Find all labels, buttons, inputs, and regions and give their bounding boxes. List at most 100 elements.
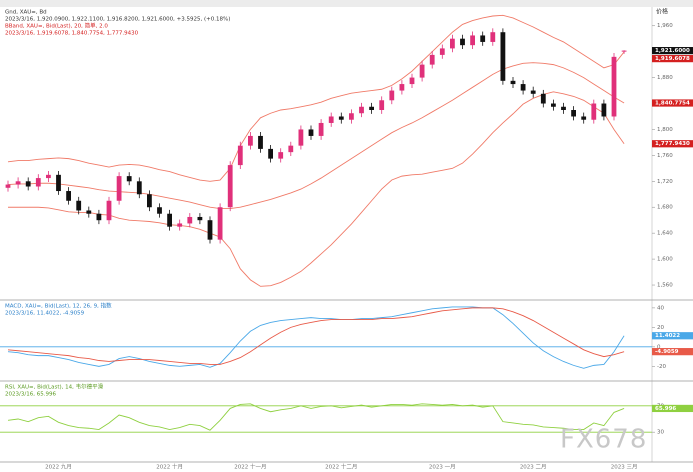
annotation: 2023/3/16, 1,919.6078, 1,840.7754, 1,777… (5, 31, 139, 37)
candle-body (591, 103, 597, 120)
candle-body (369, 106, 374, 110)
watermark: FX678 (560, 425, 647, 455)
x-tick-label: 2023 二月 (520, 464, 547, 471)
y-tick-label: 0 (657, 344, 661, 350)
candle-body (217, 207, 223, 240)
rsi-subtitle: 2023/3/16, 65.996 (5, 392, 56, 398)
candle-body (621, 50, 627, 52)
candle-body (268, 148, 273, 159)
candle-body (147, 194, 152, 208)
price-tag (652, 404, 693, 413)
candle-body (278, 152, 284, 159)
candle-body (581, 116, 587, 120)
candle-body (439, 48, 445, 55)
candle-body (389, 90, 395, 101)
price-tag-label: 1,840.7754 (655, 101, 690, 107)
price-tag (652, 55, 693, 63)
candle-body (35, 178, 41, 187)
price-tag-label: 1,921.6000 (655, 48, 690, 54)
price-tag (652, 332, 693, 340)
candle-body (86, 210, 92, 214)
candle-body (520, 84, 526, 91)
y-tick-label: 1,960 (657, 23, 673, 29)
candle-body (207, 220, 213, 240)
candle-body (318, 122, 324, 136)
candle-body (561, 106, 566, 110)
y-tick-label: 1,800 (657, 127, 673, 133)
rsi-title: RSI, XAU=, Bid(Last), 14, 韦尔德平滑 (5, 383, 104, 391)
x-tick-label: 2022 十一月 (234, 463, 266, 471)
candle-body (611, 56, 617, 117)
candle-body (136, 181, 142, 195)
candle-body (167, 213, 172, 227)
y-tick-label: 30 (657, 430, 664, 436)
y-tick-label: 20 (657, 325, 664, 331)
y-tick-label: 1,640 (657, 231, 673, 237)
macd-title: MACD, XAU=, Bid(Last), 12, 26, 9, 指数 (5, 302, 112, 310)
candle-body (177, 223, 183, 227)
candle-body (157, 207, 162, 214)
candle-body (116, 176, 122, 201)
price-tag (652, 140, 693, 148)
candle-body (106, 200, 112, 221)
candle-body (540, 93, 546, 104)
x-tick-label: 2022 九月 (45, 463, 72, 471)
x-tick-label: 2023 一月 (429, 464, 456, 471)
price-tag-label: -4.9059 (655, 349, 679, 355)
price-tag-label: 11.4022 (655, 333, 680, 339)
series-line (7, 307, 625, 365)
price-tag-label: 1,919.6078 (655, 56, 690, 62)
y-tick-label: 1,720 (657, 179, 673, 185)
candle-body (460, 38, 465, 46)
series-line (7, 62, 625, 209)
candle-body (571, 110, 576, 117)
candle-body (328, 116, 334, 123)
candle-body (450, 38, 455, 49)
candle-body (359, 106, 364, 114)
x-tick-label: 2022 十月 (156, 463, 183, 471)
candle-body (76, 200, 82, 211)
candle-body (25, 181, 31, 187)
candle-body (126, 176, 132, 182)
y-tick-label: -20 (657, 364, 666, 370)
candle-body (470, 35, 475, 46)
chart-subtitle: 2023/3/16, 1,920.0900, 1,922.1100, 1,916… (5, 17, 230, 23)
series-line (7, 403, 625, 431)
y-tick-label: 1,760 (657, 153, 673, 159)
candle-body (187, 216, 193, 224)
candle-body (500, 32, 506, 81)
series-line (7, 14, 625, 182)
price-tag (652, 47, 693, 55)
candle-body (490, 32, 496, 42)
candle-body (46, 174, 51, 179)
candle-body (15, 181, 21, 185)
candle-body (197, 216, 203, 221)
candle-body (349, 113, 354, 120)
candle-body (480, 35, 486, 42)
y-tick-label: 1,600 (657, 257, 673, 263)
price-tag (652, 348, 693, 356)
macd-subtitle: 2023/3/16, 11.4022, -4.9059 (5, 311, 85, 317)
y-axis-label: 价格 (656, 8, 668, 16)
candle-body (419, 64, 425, 78)
candle-body (409, 77, 415, 85)
candle-body (601, 103, 607, 117)
price-tag (652, 99, 693, 107)
candle-body (227, 165, 233, 208)
candle-body (308, 129, 314, 136)
candle-body (96, 213, 102, 221)
candle-body (510, 80, 516, 85)
x-tick-label: 2023 三月 (611, 464, 638, 471)
price-tag-label: 65.996 (655, 406, 676, 412)
annotation: BBand, XAU=, Bid(Last), 20, 简单, 2.0 (5, 22, 108, 30)
candle-body (5, 184, 11, 188)
candle-body (338, 116, 344, 120)
candle-body (66, 191, 71, 201)
candle-body (258, 135, 263, 149)
candle-body (399, 84, 405, 91)
candle-body (56, 174, 61, 192)
y-tick-label: 1,680 (657, 205, 673, 211)
